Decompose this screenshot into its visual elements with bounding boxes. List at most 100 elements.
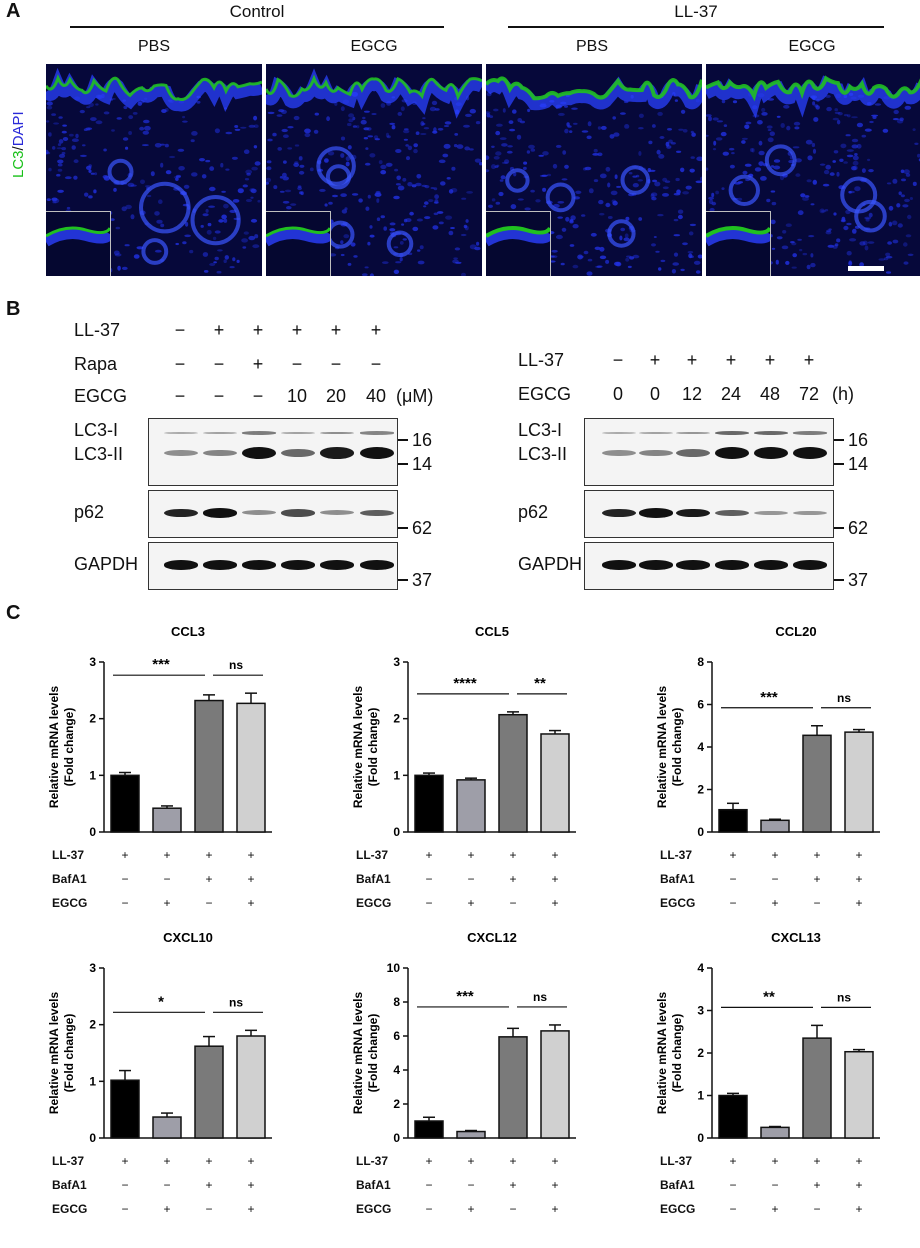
nucleus [79,154,87,157]
nucleus [405,144,409,147]
nucleus [453,257,458,260]
condition-symbol: + [813,848,821,862]
nucleus [266,166,272,171]
left-mw-tick [398,439,408,441]
nucleus [229,266,235,269]
nucleus [82,144,86,147]
nucleus [128,131,132,135]
nucleus [495,130,501,136]
nucleus [422,117,426,120]
nucleus [496,164,500,167]
left-lane-symbol: 10 [286,386,308,406]
nucleus [671,269,676,274]
condition-label: LL-37 [52,848,85,862]
nucleus [474,158,482,163]
gland-structure [728,174,760,207]
nucleus [625,216,630,221]
nucleus [657,111,663,116]
nucleus [154,143,162,148]
nucleus [340,136,346,141]
y-tick-label: 2 [89,1018,96,1032]
right-band [602,449,636,457]
nucleus [150,171,155,177]
nucleus [454,247,461,251]
left-lane-symbol: − [330,354,342,374]
nucleus [403,129,410,134]
subtitle-egcg-control: EGCG [350,38,398,55]
nucleus [852,155,859,161]
nucleus [491,198,496,202]
nucleus [52,201,57,204]
epidermis-lc3 [46,74,262,102]
gland-structure [139,181,191,234]
y-tick-label: 6 [697,698,704,712]
nucleus [624,124,630,129]
nucleus [400,106,405,111]
nucleus [676,150,682,153]
nucleus [593,179,599,183]
nucleus [627,265,632,269]
left-band [360,560,394,570]
nucleus [638,217,643,221]
right-lane-symbol: − [612,350,624,370]
nucleus [799,248,803,252]
nucleus [430,187,435,189]
nucleus [664,180,671,183]
left-lane-symbol: − [174,386,186,406]
nucleus [253,115,258,121]
nucleus [437,127,444,131]
right-row-label: LL-37 [518,350,565,370]
nucleus [804,195,810,198]
nucleus [806,179,812,183]
y-tick-label: 3 [697,1004,704,1018]
nucleus [71,145,76,150]
nucleus [403,218,408,223]
nucleus [122,137,129,141]
nucleus [776,236,783,240]
nucleus [785,260,790,265]
nucleus [577,254,583,260]
nucleus [132,112,138,115]
nucleus [350,242,356,247]
bar [152,1116,182,1139]
inset-epidermis-nuclei [266,229,330,247]
nucleus [892,239,899,244]
condition-symbol: + [509,1178,517,1192]
nucleus [892,178,898,184]
condition-symbol: + [205,872,213,886]
nucleus [363,127,370,131]
nucleus [103,148,107,152]
group-title-control: Control [229,2,285,21]
left-lane-symbol: + [370,320,382,340]
nucleus [659,136,665,139]
condition-symbol: + [467,896,475,910]
nucleus [572,264,579,269]
nucleus [444,121,452,125]
significance-label: **** [453,675,477,692]
nucleus [244,178,250,181]
nucleus [207,222,212,227]
micrograph-svg [486,76,702,276]
bar [236,702,266,833]
right-band [602,508,636,518]
left-band [360,509,394,517]
condition-symbol: + [247,1178,255,1192]
nucleus [494,165,499,168]
y-tick-label: 8 [393,995,400,1009]
nucleus [221,190,226,193]
nucleus [394,168,399,172]
nucleus [868,169,874,173]
left-lane-symbol: + [330,320,342,340]
nucleus [581,214,586,217]
right-band [793,510,827,516]
nucleus [904,105,912,110]
nucleus [795,158,802,163]
nucleus [685,185,692,190]
condition-symbol: + [855,872,863,886]
nucleus [440,181,446,186]
gland-structure [141,238,169,265]
nucleus [898,191,902,196]
y-tick-label: 2 [393,1097,400,1111]
nucleus [847,114,851,118]
nucleus [253,124,259,128]
